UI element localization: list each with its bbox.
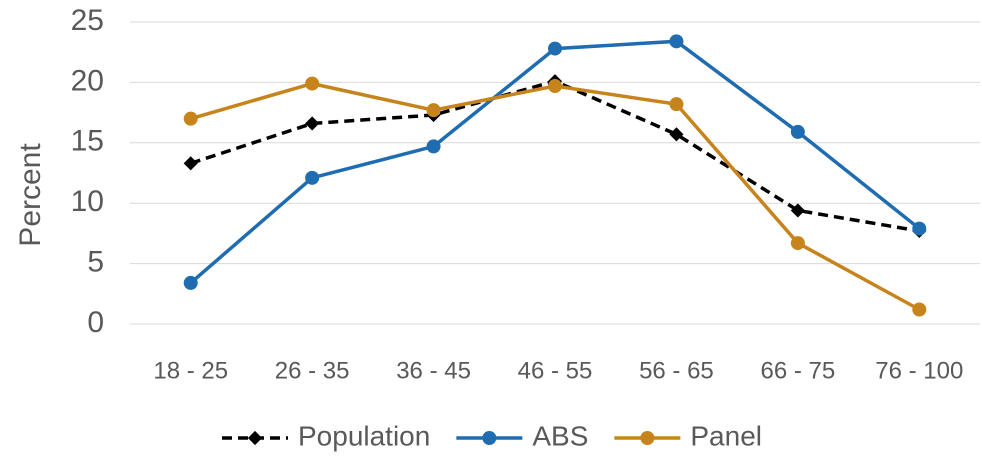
- x-tick-label: 76 - 100: [875, 357, 963, 384]
- x-tick-label: 56 - 65: [639, 357, 714, 384]
- x-tick-label: 18 - 25: [153, 357, 228, 384]
- legend-marker: [482, 431, 497, 445]
- y-tick-label: 15: [71, 125, 104, 158]
- data-point: [305, 76, 320, 91]
- series-line: [190, 81, 921, 312]
- x-tick-label: 26 - 35: [275, 357, 350, 384]
- y-tick-label: 0: [87, 306, 104, 339]
- data-point: [669, 127, 684, 142]
- data-point: [305, 116, 320, 131]
- data-point: [669, 97, 684, 112]
- y-tick-label: 25: [71, 4, 104, 37]
- data-point: [183, 275, 198, 290]
- legend-label: Panel: [690, 420, 762, 451]
- data-point: [912, 302, 927, 317]
- data-point: [183, 156, 198, 171]
- series-line: [190, 79, 920, 233]
- data-point: [426, 139, 441, 154]
- legend-label: Population: [298, 420, 430, 451]
- y-tick-label: 10: [71, 185, 104, 218]
- data-point: [548, 41, 562, 56]
- data-point: [305, 170, 320, 185]
- legend-marker: [640, 431, 655, 445]
- data-point: [669, 34, 684, 49]
- data-point: [548, 79, 562, 94]
- x-tick-label: 36 - 45: [396, 357, 471, 384]
- x-tick-label: 46 - 55: [518, 357, 593, 384]
- x-tick-label: 66 - 75: [760, 357, 835, 384]
- data-point: [790, 236, 805, 251]
- y-axis-label: Percent: [14, 143, 47, 247]
- legend-marker: [247, 430, 263, 446]
- data-point: [426, 103, 441, 118]
- data-point: [790, 124, 805, 139]
- data-point: [912, 221, 927, 236]
- data-point: [183, 111, 198, 126]
- legend-label: ABS: [532, 420, 588, 451]
- data-point: [790, 203, 805, 218]
- y-tick-label: 5: [87, 246, 104, 279]
- y-tick-label: 20: [71, 64, 104, 97]
